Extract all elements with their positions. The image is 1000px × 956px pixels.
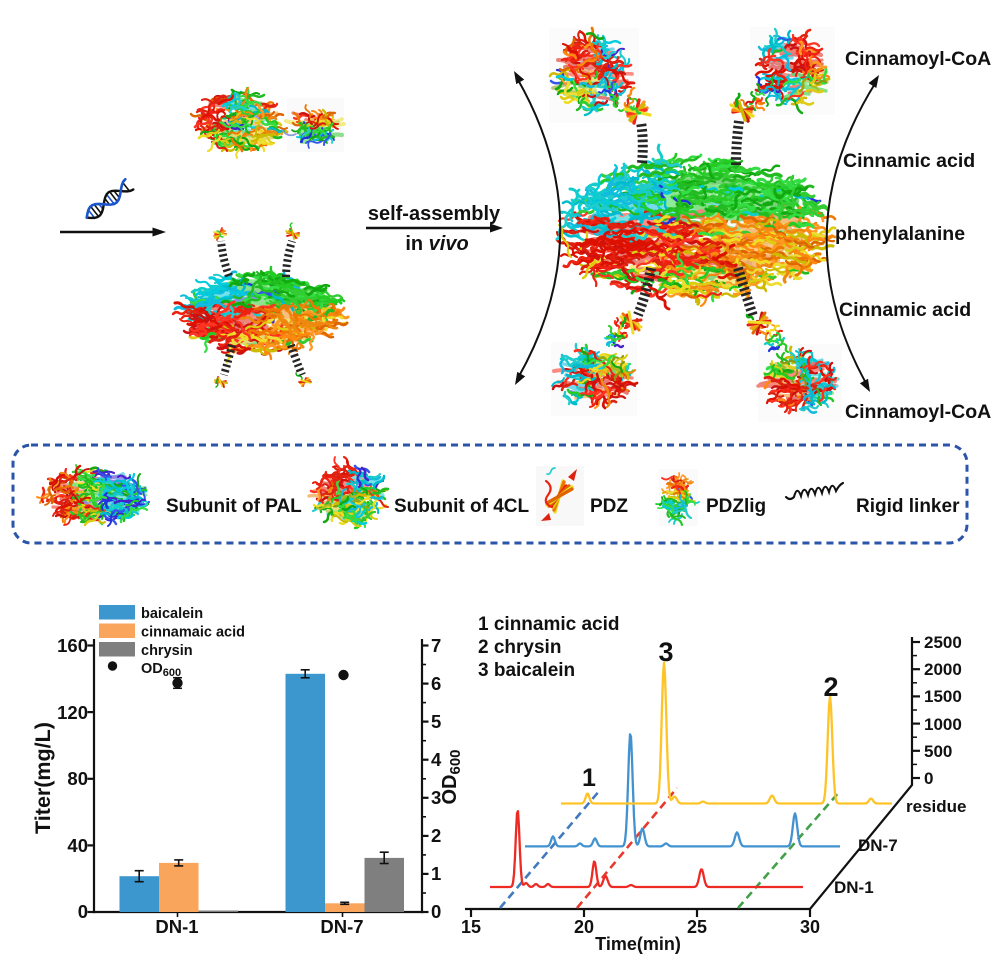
svg-text:30: 30	[800, 917, 820, 937]
svg-text:OD600: OD600	[439, 749, 464, 804]
svg-text:in vivo: in vivo	[405, 233, 468, 255]
svg-text:120: 120	[57, 702, 88, 723]
svg-text:2: 2	[823, 672, 838, 702]
svg-text:20: 20	[574, 917, 594, 937]
svg-text:2: 2	[431, 825, 441, 846]
svg-text:0: 0	[924, 769, 933, 788]
svg-text:DN-1: DN-1	[155, 916, 198, 937]
svg-text:2 chrysin: 2 chrysin	[478, 637, 561, 658]
svg-text:2000: 2000	[924, 660, 962, 679]
svg-text:0: 0	[431, 901, 441, 922]
svg-text:1000: 1000	[924, 715, 962, 734]
svg-text:phenylalanine: phenylalanine	[835, 223, 965, 245]
svg-text:Subunit of 4CL: Subunit of 4CL	[394, 496, 529, 517]
svg-text:5: 5	[431, 711, 441, 732]
svg-text:25: 25	[687, 917, 707, 937]
svg-text:160: 160	[57, 635, 88, 656]
svg-text:DN-7: DN-7	[320, 916, 363, 937]
svg-text:4: 4	[431, 749, 442, 770]
svg-text:80: 80	[67, 768, 88, 789]
svg-text:2500: 2500	[924, 633, 962, 652]
svg-text:Subunit of PAL: Subunit of PAL	[166, 496, 302, 517]
svg-text:cinnamaic acid: cinnamaic acid	[141, 625, 245, 641]
svg-text:DN-1: DN-1	[834, 878, 874, 897]
svg-text:3: 3	[658, 637, 673, 667]
svg-text:Cinnamic acid: Cinnamic acid	[839, 299, 971, 321]
svg-text:3: 3	[431, 787, 441, 808]
svg-text:Cinnamoyl-CoA: Cinnamoyl-CoA	[845, 48, 991, 70]
svg-text:7: 7	[431, 635, 441, 656]
svg-text:PDZlig: PDZlig	[706, 496, 766, 517]
svg-text:DN-7: DN-7	[858, 836, 898, 855]
svg-text:500: 500	[924, 742, 952, 761]
svg-text:6: 6	[431, 673, 441, 694]
svg-text:40: 40	[67, 835, 88, 856]
svg-text:1: 1	[431, 863, 441, 884]
svg-text:self-assembly: self-assembly	[368, 203, 501, 225]
svg-text:Cinnamic acid: Cinnamic acid	[843, 150, 975, 172]
svg-text:Titer(mg/L): Titer(mg/L)	[31, 722, 55, 834]
svg-text:baicalein: baicalein	[141, 606, 203, 622]
svg-text:0: 0	[78, 901, 88, 922]
svg-text:chrysin: chrysin	[141, 643, 193, 659]
svg-text:15: 15	[461, 917, 481, 937]
svg-text:PDZ: PDZ	[590, 496, 628, 517]
svg-text:Time(min): Time(min)	[595, 934, 681, 954]
svg-text:1500: 1500	[924, 687, 962, 706]
svg-text:1 cinnamic acid: 1 cinnamic acid	[478, 614, 620, 635]
svg-text:residue: residue	[906, 797, 966, 816]
svg-text:1: 1	[582, 764, 596, 792]
svg-text:Cinnamoyl-CoA: Cinnamoyl-CoA	[845, 401, 991, 423]
svg-text:Rigid linker: Rigid linker	[856, 496, 960, 517]
svg-text:3 baicalein: 3 baicalein	[478, 660, 575, 681]
